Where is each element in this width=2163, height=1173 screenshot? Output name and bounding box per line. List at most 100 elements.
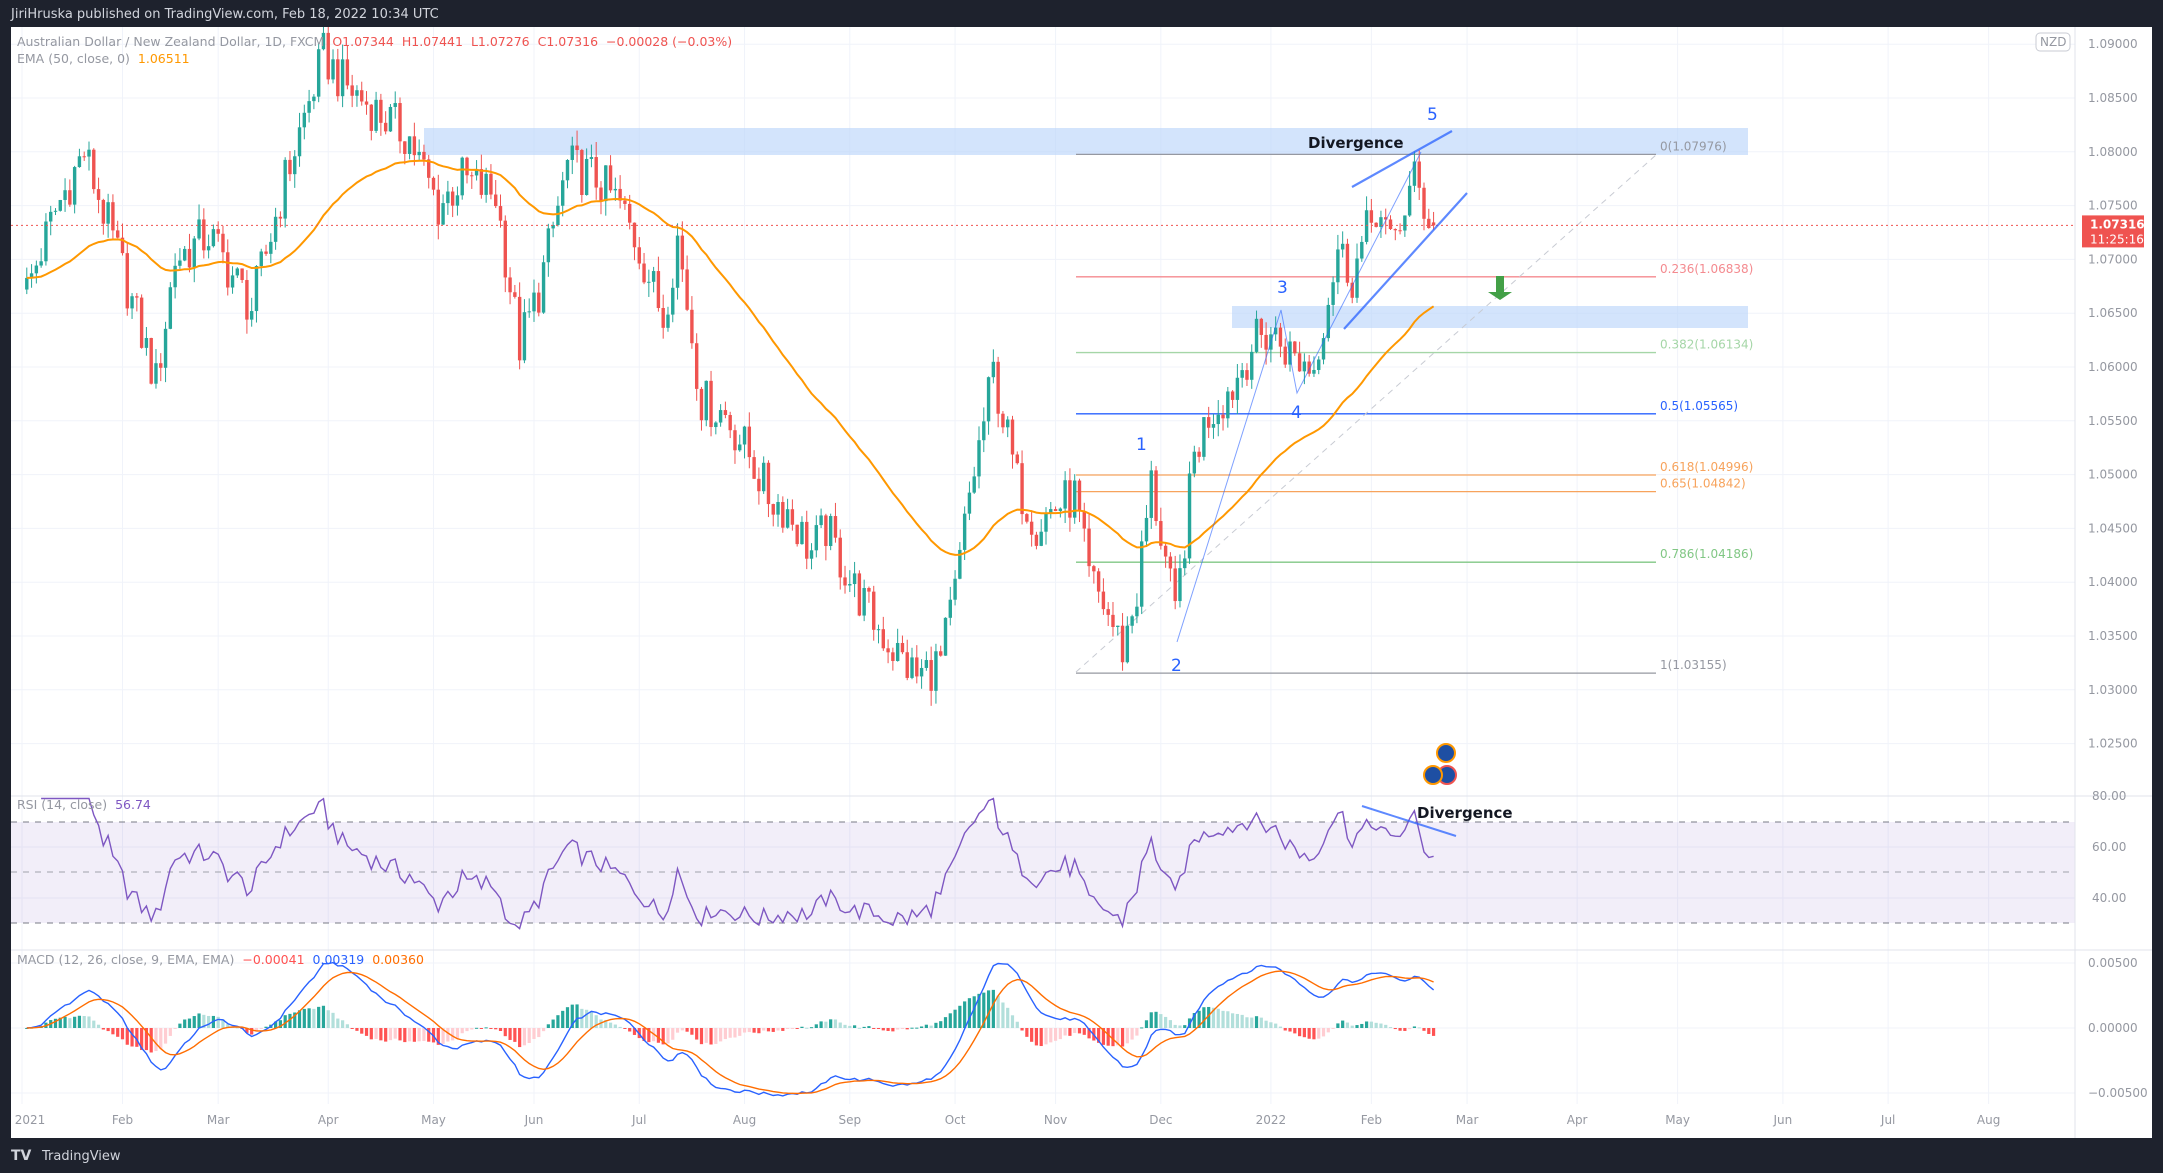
macd-histogram-bar xyxy=(1154,1011,1158,1028)
macd-histogram-bar xyxy=(1140,1027,1144,1029)
candle-body xyxy=(1235,377,1240,400)
candle xyxy=(331,49,335,84)
candle-body xyxy=(1073,480,1077,518)
rsi-axis[interactable]: 80.00 60.00 40.00 xyxy=(2092,789,2126,905)
rsi-divergence-line[interactable] xyxy=(1361,805,1457,837)
candle-body xyxy=(1006,419,1010,428)
macd-histogram-bar xyxy=(407,1028,412,1042)
candle-body xyxy=(680,235,685,270)
macd-histogram-bar xyxy=(675,1028,680,1033)
candle-body xyxy=(967,492,972,514)
candle-body xyxy=(111,202,115,231)
macd-histogram-bar xyxy=(1149,1012,1153,1028)
candle-body xyxy=(814,525,819,551)
candle xyxy=(1120,613,1125,671)
macd-histogram-bar xyxy=(345,1024,349,1028)
candle-body xyxy=(379,99,383,123)
macd-histogram-bar xyxy=(867,1026,871,1028)
tradingview-logo[interactable]: TV TradingView xyxy=(11,1148,121,1164)
candle xyxy=(1202,417,1206,461)
candle xyxy=(790,499,795,531)
candle xyxy=(1379,210,1383,238)
candle xyxy=(216,221,220,242)
currency-badge[interactable]: NZD xyxy=(2035,32,2071,52)
candle-body xyxy=(862,587,866,616)
macd-histogram-bar xyxy=(384,1028,388,1042)
macd-histogram-bar xyxy=(451,1028,455,1041)
candle xyxy=(249,297,254,327)
candle xyxy=(1297,341,1302,372)
candle-body xyxy=(479,169,484,195)
macd-histogram-bar xyxy=(1221,1010,1225,1028)
macd-histogram-bar xyxy=(680,1028,684,1031)
candle-body xyxy=(316,49,321,97)
macd-histogram-bar xyxy=(1197,1010,1201,1028)
candle xyxy=(1254,310,1259,354)
price-tick-label: 1.07000 xyxy=(2088,252,2138,266)
candle xyxy=(1144,505,1149,548)
candle-body xyxy=(881,629,885,649)
candle-body xyxy=(355,90,359,96)
au-flag-event-icon[interactable] xyxy=(1423,765,1443,785)
candle xyxy=(685,255,689,312)
candle-body xyxy=(685,269,689,310)
candle-body xyxy=(986,377,991,422)
macd-histogram-bar xyxy=(929,1025,933,1028)
candle-body xyxy=(431,177,436,190)
macd-histogram-bar xyxy=(101,1028,105,1030)
candle-body xyxy=(1139,541,1144,607)
support-zone[interactable] xyxy=(1232,306,1748,328)
macd-histogram-bar xyxy=(326,1010,330,1028)
candle xyxy=(450,187,455,218)
candle-body xyxy=(417,151,421,156)
candle xyxy=(1015,451,1019,465)
resistance-zone[interactable] xyxy=(424,128,1748,155)
rising-wedge-support-line[interactable] xyxy=(1343,192,1468,330)
candle-body xyxy=(1049,509,1053,514)
candle-body xyxy=(403,141,407,154)
macd-histogram-bar xyxy=(1307,1028,1311,1039)
elliott-wave-line[interactable] xyxy=(1176,151,1422,643)
candle-body xyxy=(541,262,546,313)
candle-body xyxy=(383,122,388,132)
macd-histogram-bar xyxy=(939,1021,943,1028)
au-flag-event-icon[interactable] xyxy=(1436,743,1456,763)
candle-body xyxy=(584,158,589,195)
candle xyxy=(962,506,967,560)
candle-body xyxy=(905,652,909,678)
candle-body xyxy=(910,657,914,678)
candle xyxy=(436,174,440,240)
macd-axis[interactable]: 0.00500 0.00000 −0.00500 xyxy=(2088,956,2148,1100)
candle-body xyxy=(867,587,871,592)
macd-histogram-bar xyxy=(58,1017,62,1028)
candle-body xyxy=(72,167,77,205)
candle xyxy=(694,333,699,401)
candle-body xyxy=(206,246,211,251)
candle xyxy=(1422,182,1426,231)
economic-event-icons[interactable] xyxy=(1423,743,1457,785)
macd-histogram-bar xyxy=(489,1028,493,1029)
candle-body xyxy=(450,191,455,206)
legend-macd: MACD (12, 26, close, 9, EMA, EMA) −0.0004… xyxy=(17,952,424,967)
candle-body xyxy=(1206,417,1211,428)
candle-body xyxy=(92,149,96,190)
price-axis[interactable]: 1.09000 1.08500 1.08000 1.07500 1.07000 1.065… xyxy=(2088,37,2138,750)
candle-body xyxy=(249,311,254,320)
candle xyxy=(982,407,986,453)
fibonacci-retracement[interactable]: 0(1.07976) 0.236(1.06838) 0.382(1.06134) 0.… xyxy=(1076,139,1753,674)
candle-body xyxy=(470,175,474,177)
candle xyxy=(1178,554,1182,608)
candle-body xyxy=(934,651,938,691)
candle-body xyxy=(345,59,350,86)
candle xyxy=(431,176,436,196)
divergence-trend-line[interactable] xyxy=(1351,130,1453,188)
candle-body xyxy=(1087,528,1091,567)
macd-histogram-bar xyxy=(336,1018,340,1028)
fib-trend-line[interactable] xyxy=(1075,154,1657,673)
time-axis[interactable]: 2021 Feb Mar Apr May Jun Jul Aug Sep Oct Nov Dec 202… xyxy=(15,1113,2001,1127)
macd-histogram-bar xyxy=(221,1019,225,1028)
candle-body xyxy=(230,275,235,288)
candle xyxy=(307,89,311,123)
macd-histogram-bar xyxy=(331,1012,335,1028)
